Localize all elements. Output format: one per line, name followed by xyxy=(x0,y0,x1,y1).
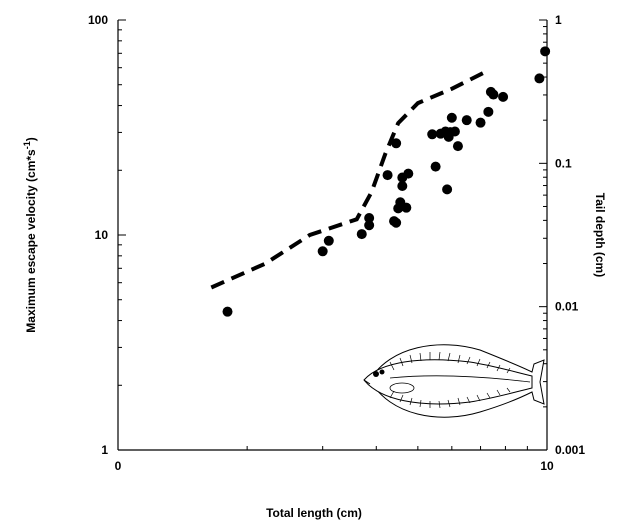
data-point xyxy=(391,217,402,228)
data-point xyxy=(430,161,441,172)
y-tick-label: 100 xyxy=(88,13,108,27)
data-point xyxy=(461,115,472,126)
y-axis-title-main: Maximum escape velocity (cm*s xyxy=(24,149,38,333)
data-point xyxy=(488,89,499,100)
data-point xyxy=(483,106,494,117)
data-point xyxy=(446,112,457,123)
data-point xyxy=(534,73,545,84)
fish-lateral-line xyxy=(389,375,531,383)
tail-depth-line xyxy=(210,69,487,290)
tail-depth-curve xyxy=(210,69,487,290)
data-point xyxy=(442,184,453,195)
data-point xyxy=(498,91,509,102)
data-point xyxy=(401,202,412,213)
y-tick-label: 10 xyxy=(95,228,109,242)
data-point xyxy=(475,117,486,128)
y-tick-label: 1 xyxy=(101,443,108,457)
data-point xyxy=(397,181,408,192)
data-point xyxy=(317,246,328,257)
fish-fin-hatch xyxy=(389,351,511,409)
y2-tick-label: 0.01 xyxy=(555,300,579,314)
y2-tick-label: 0.001 xyxy=(555,443,585,457)
velocity-points xyxy=(222,46,551,317)
x-tick-label: 0 xyxy=(115,459,122,473)
fish-body-outline xyxy=(363,359,533,405)
data-point xyxy=(323,235,334,246)
y-axis-title-superscript: -1 xyxy=(22,141,32,149)
data-point xyxy=(449,126,460,137)
fish-mouth xyxy=(363,379,371,385)
axis-ticks xyxy=(117,19,548,451)
data-point xyxy=(356,229,367,240)
y-axis-title-close: ) xyxy=(24,137,38,141)
y2-tick-label: 0.1 xyxy=(555,156,572,170)
data-point xyxy=(427,129,438,140)
data-point xyxy=(403,168,414,179)
flatfish-illustration xyxy=(363,344,545,418)
data-point xyxy=(391,138,402,149)
x-tick-label: 10 xyxy=(540,459,554,473)
y2-tick-label: 1 xyxy=(555,13,562,27)
data-point xyxy=(364,212,375,223)
data-point xyxy=(382,170,393,181)
data-point xyxy=(452,141,463,152)
data-point xyxy=(222,306,233,317)
x-axis-title: Total length (cm) xyxy=(266,506,362,520)
y2-axis-title: Tail depth (cm) xyxy=(593,193,607,277)
fish-eye-icon xyxy=(373,371,379,377)
fish-fin-outline xyxy=(369,344,545,418)
data-point xyxy=(364,220,375,231)
y-axis-title: Maximum escape velocity (cm*s-1) xyxy=(22,137,38,332)
fish-pectoral-fin xyxy=(389,382,415,394)
fish-eye-icon xyxy=(379,369,385,375)
data-point xyxy=(540,46,551,57)
